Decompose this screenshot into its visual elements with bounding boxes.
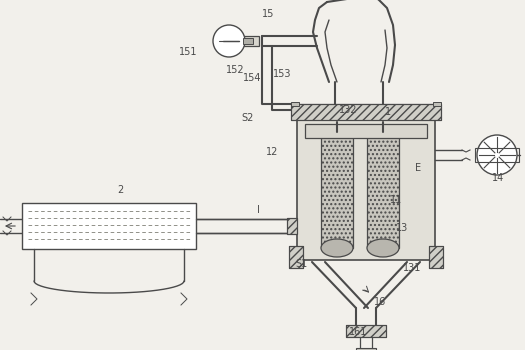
Text: 151: 151 [178,47,197,57]
Bar [291,104,441,120]
Text: 154: 154 [243,73,261,83]
Text: 132: 132 [339,105,357,115]
Bar [367,132,399,248]
Text: 153: 153 [273,69,291,79]
Bar [429,246,443,268]
Bar [346,325,386,337]
Bar [433,102,441,106]
Bar [239,36,259,46]
Bar [321,132,353,248]
Bar [356,348,376,350]
Bar [429,246,443,268]
Bar [289,246,303,268]
Bar [287,218,297,234]
Text: 12: 12 [266,147,278,157]
Text: 161: 161 [349,327,367,337]
Ellipse shape [367,239,399,257]
Bar [22,203,196,249]
Text: S2: S2 [242,113,254,123]
Text: 14: 14 [492,173,504,183]
Text: 16: 16 [374,297,386,307]
Bar [243,38,253,44]
Ellipse shape [321,239,353,257]
Text: E: E [415,163,421,173]
Bar [305,124,427,138]
Text: 131: 131 [403,263,421,273]
Bar [297,120,435,260]
Text: 11: 11 [390,195,402,205]
Bar [346,325,386,337]
Text: 1: 1 [385,107,391,117]
Text: S1: S1 [296,259,308,269]
Text: 15: 15 [262,9,274,19]
Text: I: I [257,205,259,215]
Circle shape [477,135,517,175]
Bar [475,148,519,162]
Bar [291,104,441,120]
Bar [289,246,303,268]
Text: 2: 2 [117,185,123,195]
Bar [367,132,399,248]
Text: 152: 152 [226,65,244,75]
Text: 13: 13 [396,223,408,233]
Bar [287,218,297,234]
Bar [291,102,299,106]
Circle shape [213,25,245,57]
Bar [321,132,353,248]
